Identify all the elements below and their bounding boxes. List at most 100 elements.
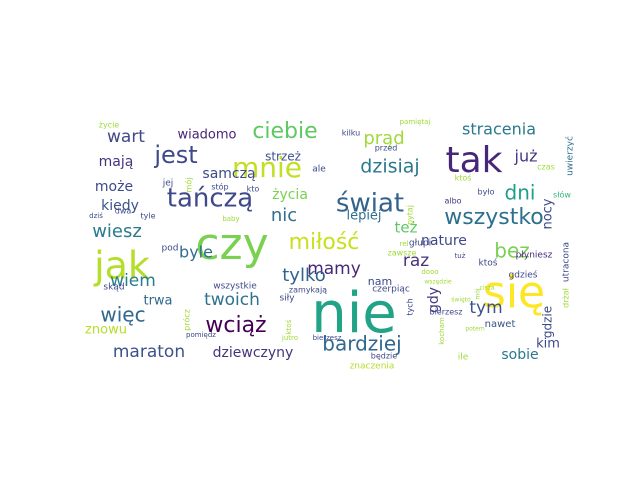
cloud-word: nam xyxy=(368,275,392,288)
cloud-word: gdzie xyxy=(541,306,555,338)
cloud-word: ciebie xyxy=(252,119,317,144)
cloud-word: dni xyxy=(505,181,536,205)
cloud-word: bardziej xyxy=(322,332,401,356)
cloud-word: prąd xyxy=(363,128,404,149)
cloud-word: słów xyxy=(553,190,571,200)
cloud-word: wciąż xyxy=(205,313,266,338)
cloud-word: kim xyxy=(536,337,560,352)
cloud-word: czerpiąc xyxy=(372,285,410,295)
cloud-word: wiadomo xyxy=(177,128,236,143)
cloud-word: już xyxy=(514,147,538,166)
cloud-word: wszędzie xyxy=(424,279,451,286)
cloud-word: nocy xyxy=(541,198,556,229)
cloud-word: też xyxy=(395,219,418,237)
cloud-word: lepiej xyxy=(346,209,381,224)
cloud-word: dwa xyxy=(115,207,132,216)
cloud-word: wszystko xyxy=(444,205,544,230)
cloud-word: mnie xyxy=(232,151,302,184)
cloud-word: tak xyxy=(445,140,502,181)
cloud-word: mój xyxy=(184,178,194,193)
cloud-word: strzeż xyxy=(265,150,301,164)
cloud-word: święto xyxy=(451,297,471,304)
cloud-word: może xyxy=(95,179,133,195)
cloud-word: się xyxy=(483,267,545,318)
cloud-word: nic xyxy=(271,205,297,226)
cloud-word: wiesz xyxy=(92,221,142,242)
cloud-word: bez xyxy=(494,239,530,263)
cloud-word: zamykają xyxy=(289,286,327,295)
cloud-word: czas xyxy=(537,163,555,172)
cloud-word: mają xyxy=(99,154,134,170)
cloud-word: kilku xyxy=(342,129,361,138)
cloud-word: cisza xyxy=(480,285,495,292)
cloud-word: uwierzyć xyxy=(565,136,575,176)
cloud-word: tych xyxy=(406,298,415,315)
cloud-word: dziś xyxy=(89,212,103,220)
cloud-word: czy xyxy=(195,219,268,270)
cloud-word: jutro xyxy=(281,334,298,342)
cloud-word: tylko xyxy=(282,265,326,286)
cloud-word: pytaj xyxy=(406,205,415,225)
cloud-word: prócz xyxy=(182,309,192,331)
cloud-word: gdy xyxy=(426,287,442,313)
cloud-word: tuż xyxy=(455,252,466,260)
cloud-word: ktoś xyxy=(455,173,472,183)
cloud-word: samczą xyxy=(202,166,255,182)
cloud-word: kiedy xyxy=(101,198,139,214)
cloud-word: przed xyxy=(375,144,398,153)
cloud-word: miłość xyxy=(289,230,360,255)
cloud-word: będzie xyxy=(371,352,398,361)
cloud-word: ktoś xyxy=(479,258,498,269)
cloud-word: twoich xyxy=(204,290,260,310)
cloud-word: kto xyxy=(247,185,260,194)
cloud-word: wart xyxy=(107,127,145,147)
cloud-word: wszystkie xyxy=(213,282,257,292)
cloud-word: znowu xyxy=(85,323,127,338)
cloud-word: życie xyxy=(99,121,120,130)
cloud-word: więc xyxy=(100,303,145,327)
cloud-word: nawet xyxy=(485,319,516,330)
cloud-word: ile xyxy=(458,353,469,363)
cloud-word: dooo xyxy=(421,268,438,276)
cloud-word: potem xyxy=(465,326,485,333)
cloud-word: skąd xyxy=(103,283,124,293)
cloud-word: stracenia xyxy=(462,120,536,139)
cloud-word: ktoś xyxy=(285,319,293,334)
cloud-word: maraton xyxy=(113,342,185,362)
cloud-word: było xyxy=(478,188,495,197)
cloud-word: byle xyxy=(179,243,213,262)
cloud-word: kocham xyxy=(438,317,446,345)
cloud-word: raz xyxy=(403,251,429,271)
cloud-word: mój xyxy=(475,288,482,300)
cloud-word: ale xyxy=(312,165,326,175)
cloud-word: jest xyxy=(153,141,197,169)
cloud-word: życia xyxy=(272,187,308,203)
cloud-word: siły xyxy=(279,294,295,304)
cloud-word: utracona xyxy=(562,242,572,282)
cloud-word: gdzieś xyxy=(509,270,538,281)
cloud-word: nature xyxy=(421,233,467,249)
cloud-word: dziewczyny xyxy=(213,345,294,361)
cloud-word: płyniesz xyxy=(516,251,553,261)
cloud-word: wiem xyxy=(110,271,156,291)
cloud-word: albo xyxy=(444,197,461,206)
cloud-word: głupi xyxy=(409,239,431,249)
cloud-word: bierzesz xyxy=(313,334,342,342)
cloud-word: tym xyxy=(469,298,502,318)
cloud-word: pamiętaj xyxy=(400,118,431,126)
word-cloud: nie się czy jak tak mnie tańczą świat wszystko mi… xyxy=(85,113,574,370)
cloud-word: znaczenia xyxy=(350,362,395,371)
cloud-word: bierzesz xyxy=(430,308,463,317)
cloud-word: mamy xyxy=(307,259,361,279)
cloud-word: pomiędz xyxy=(186,331,216,339)
cloud-word: jak xyxy=(93,244,150,288)
cloud-word: jej xyxy=(162,179,174,189)
cloud-word: drżał xyxy=(562,287,571,307)
cloud-word: dzisiaj xyxy=(360,156,419,178)
cloud-word: baby xyxy=(222,215,239,223)
cloud-word: rel xyxy=(400,240,409,248)
cloud-word: tyle xyxy=(140,212,155,221)
cloud-word: trwa xyxy=(143,294,172,309)
cloud-word: sobie xyxy=(501,347,538,363)
